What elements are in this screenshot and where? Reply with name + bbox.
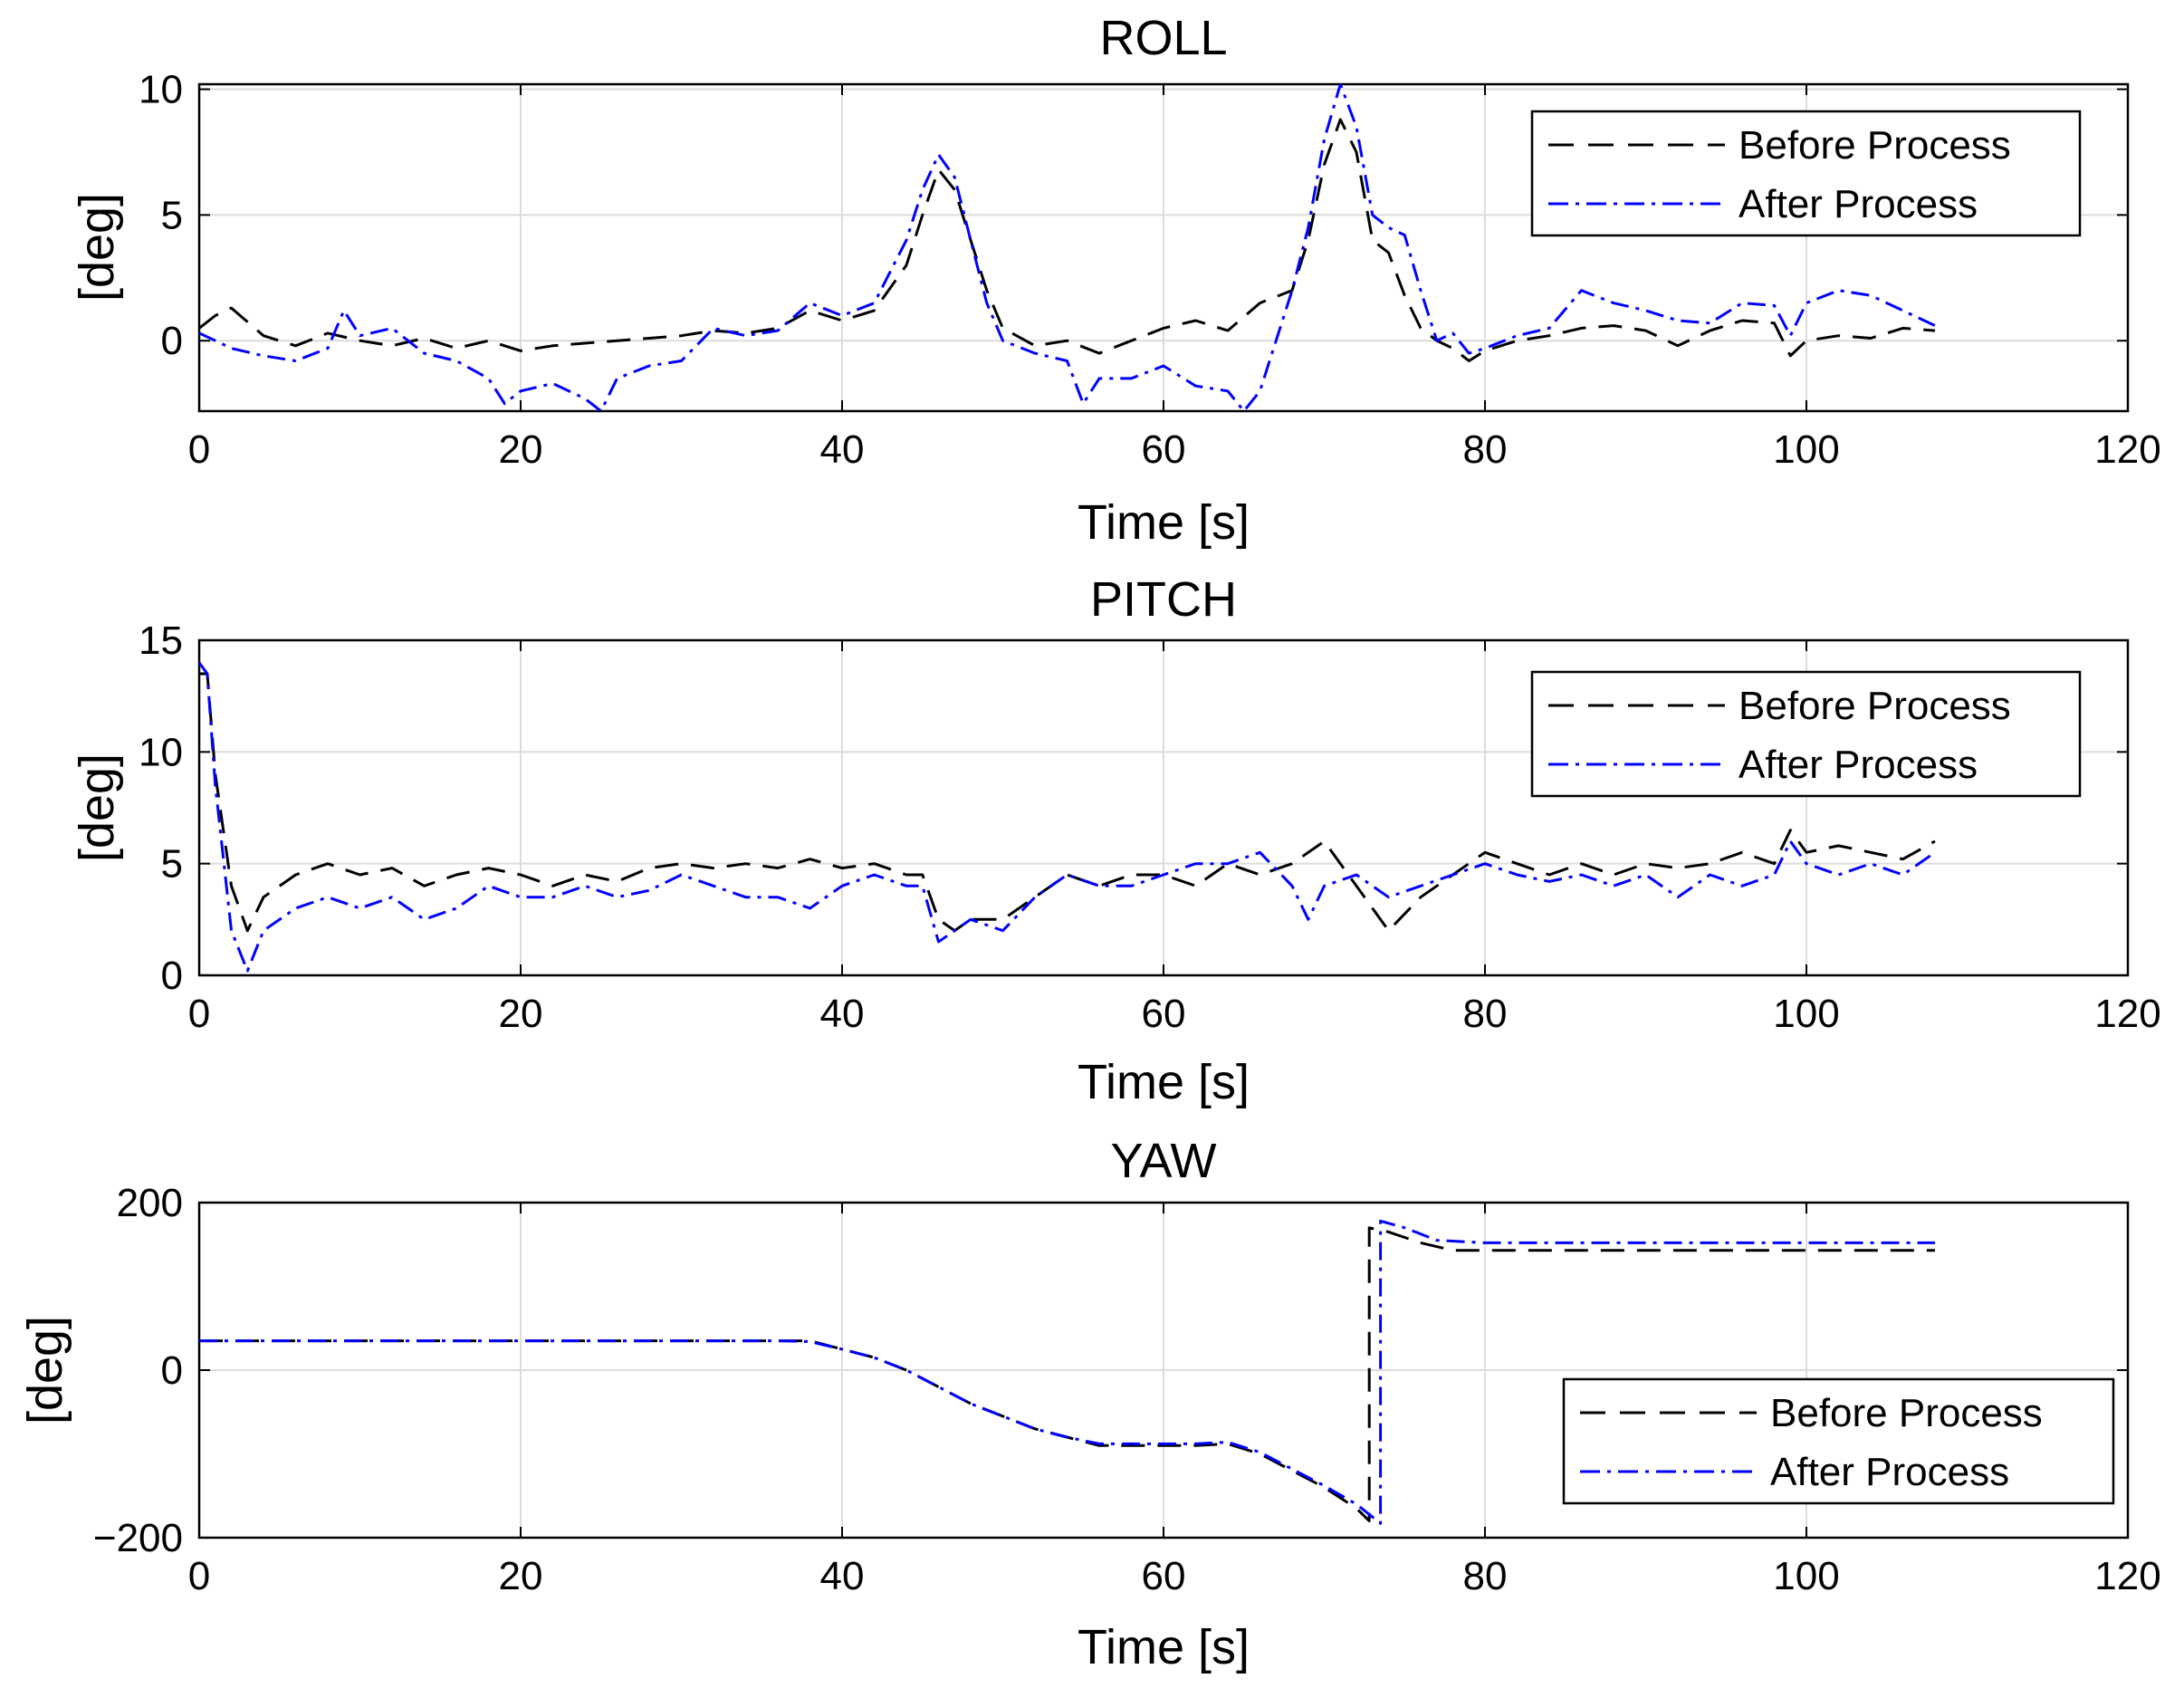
pitch-y-tick-label: 15: [139, 619, 183, 663]
pitch-y-tick-label: 5: [161, 842, 183, 887]
roll-legend-before-label: Before Process: [1739, 123, 2011, 168]
yaw-y-axis-label: [deg]: [18, 1316, 72, 1424]
roll-x-tick-label: 40: [820, 427, 865, 472]
pitch-legend-before-label: Before Process: [1739, 684, 2011, 728]
yaw-y-tick-label: 0: [161, 1348, 183, 1393]
roll-after-process-line: [199, 84, 1936, 411]
pitch-x-tick-label: 20: [499, 992, 543, 1036]
pitch-after-process-line: [199, 661, 1936, 973]
pitch-ticks: 0 20 40 60 80 100 120 0 5 10 15: [139, 619, 2161, 1036]
yaw-y-tick-label: −200: [93, 1516, 183, 1560]
pitch-x-tick-label: 40: [820, 992, 865, 1036]
yaw-series: [199, 1219, 1935, 1525]
roll-x-tick-label: 60: [1142, 427, 1186, 472]
pitch-x-tick-label: 120: [2094, 992, 2160, 1036]
roll-series: [199, 84, 1936, 411]
roll-y-axis-label: [deg]: [70, 193, 124, 302]
roll-legend-box: [1530, 110, 2082, 237]
yaw-legend-after-label: After Process: [1770, 1450, 2009, 1494]
pitch-x-tick-label: 100: [1773, 992, 1839, 1036]
yaw-x-tick-label: 20: [499, 1554, 543, 1598]
pitch-subplot: 0 20 40 60 80 100 120 0 5 10 15 PITCH Time [s] [de…: [70, 572, 2161, 1109]
yaw-grid: [199, 1203, 2128, 1538]
pitch-y-tick-label: 10: [139, 730, 183, 774]
roll-ticks: 0 20 40 60 80 100 120 0 5 10: [139, 68, 2161, 472]
yaw-x-tick-label: 60: [1142, 1554, 1186, 1598]
roll-legend: Before Process After Process: [1530, 110, 2082, 237]
roll-x-tick-label: 20: [499, 427, 543, 472]
pitch-legend: Before Process After Process: [1530, 670, 2082, 798]
roll-y-tick-label: 10: [139, 68, 183, 112]
yaw-x-axis-label: Time [s]: [1078, 1620, 1250, 1674]
yaw-after-process-line: [199, 1219, 1935, 1525]
roll-x-axis-label: Time [s]: [1078, 495, 1250, 550]
yaw-title: YAW: [1111, 1134, 1217, 1188]
roll-y-tick-label: 0: [161, 319, 183, 363]
roll-before-process-line: [199, 118, 1936, 362]
yaw-x-tick-label: 120: [2094, 1554, 2160, 1598]
pitch-x-axis-label: Time [s]: [1078, 1055, 1250, 1109]
yaw-x-tick-label: 40: [820, 1554, 865, 1598]
roll-legend-after-label: After Process: [1739, 182, 1978, 226]
yaw-x-tick-label: 100: [1773, 1554, 1839, 1598]
yaw-legend: Before Process After Process: [1562, 1377, 2115, 1505]
pitch-x-tick-label: 60: [1142, 992, 1186, 1036]
pitch-x-tick-label: 80: [1463, 992, 1508, 1036]
roll-y-tick-label: 5: [161, 193, 183, 237]
yaw-legend-before-label: Before Process: [1770, 1391, 2043, 1435]
pitch-title: PITCH: [1090, 572, 1237, 627]
pitch-before-process-line: [199, 672, 1936, 933]
yaw-x-tick-label: 80: [1463, 1554, 1508, 1598]
yaw-legend-box: [1562, 1377, 2115, 1505]
pitch-legend-box: [1530, 670, 2082, 798]
roll-x-tick-label: 120: [2094, 427, 2160, 472]
pitch-y-tick-label: 0: [161, 954, 183, 998]
yaw-x-tick-label: 0: [188, 1554, 210, 1598]
pitch-y-axis-label: [deg]: [70, 753, 124, 862]
roll-x-tick-label: 80: [1463, 427, 1508, 472]
yaw-y-tick-label: 200: [117, 1181, 183, 1225]
roll-title: ROLL: [1099, 11, 1227, 65]
pitch-x-tick-label: 0: [188, 992, 210, 1036]
pitch-legend-after-label: After Process: [1739, 743, 1978, 787]
roll-x-tick-label: 100: [1773, 427, 1839, 472]
pitch-series: [199, 661, 1936, 973]
roll-x-tick-label: 0: [188, 427, 210, 472]
